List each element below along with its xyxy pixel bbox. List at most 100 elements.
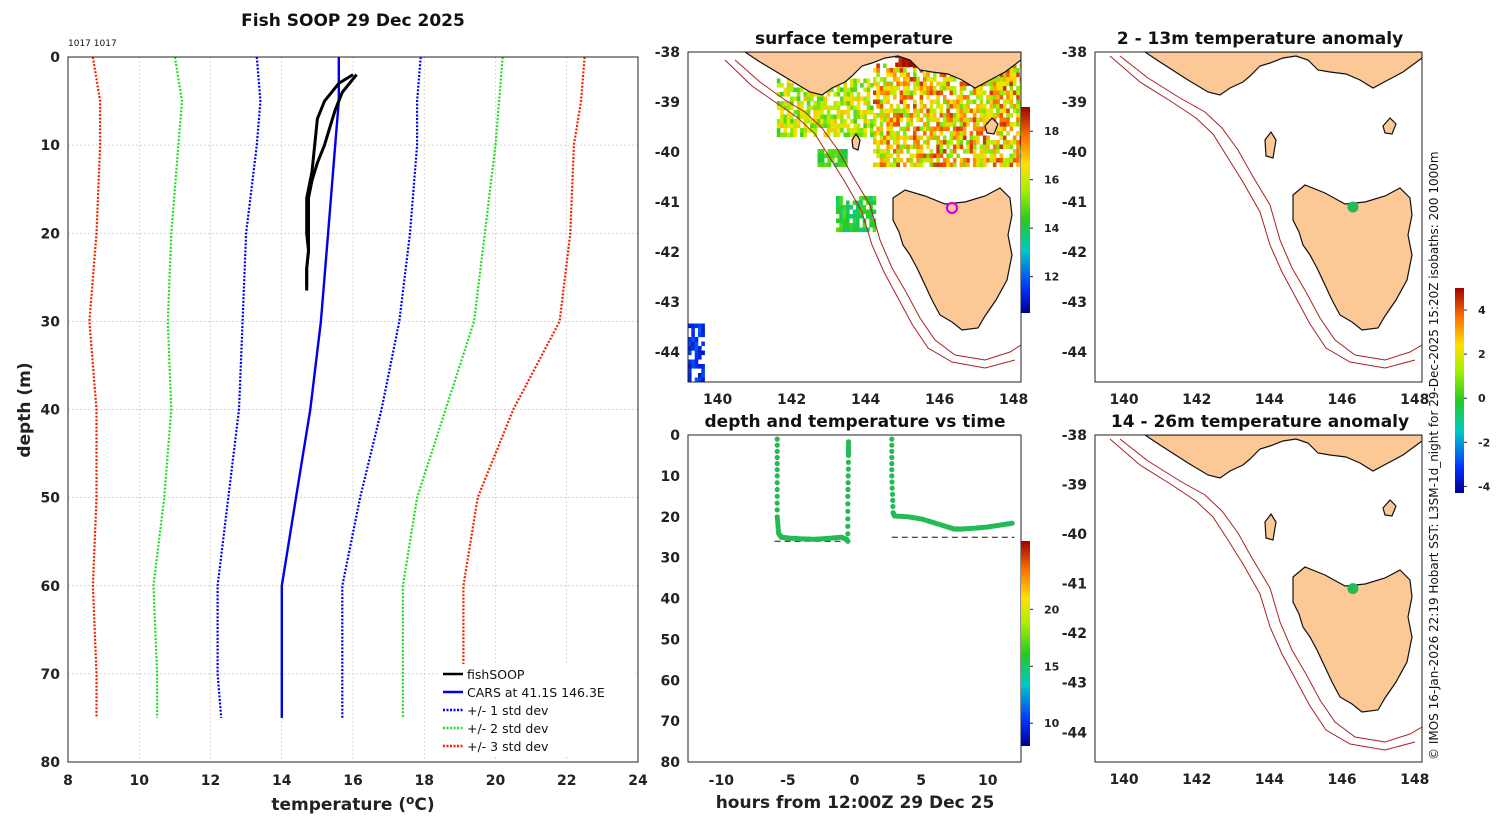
sst-pixel <box>916 113 920 118</box>
sst-pixel <box>866 214 870 219</box>
obs-point <box>889 448 895 454</box>
king-island <box>1264 130 1277 159</box>
sst-pixel <box>856 96 861 102</box>
sst-pixel <box>846 200 850 206</box>
sst-pixel <box>1006 108 1010 114</box>
sst-pixel <box>786 101 791 106</box>
sst-pixel <box>883 162 887 168</box>
sst-pixel <box>903 144 907 150</box>
sst-pixel <box>913 135 917 141</box>
sst-pixel <box>956 144 960 150</box>
sst-pixel <box>939 86 944 91</box>
sst-pixel <box>896 158 900 163</box>
sst-pixel <box>899 68 904 73</box>
sst-pixel <box>866 105 871 111</box>
anomaly-map-1-title: 2 - 13m temperature anomaly <box>1117 29 1403 49</box>
sst-pixel <box>916 149 920 154</box>
sst-pixel <box>972 140 977 145</box>
sst-pixel <box>1019 113 1021 118</box>
sst-pixel <box>889 90 894 96</box>
sst-pixel <box>820 105 824 111</box>
sst-pixel <box>1016 162 1020 168</box>
sst-pixel <box>1019 153 1021 159</box>
isobath-200m <box>1119 438 1422 743</box>
sst-pixel <box>1002 135 1007 141</box>
sst-pixel <box>843 119 847 124</box>
sst-pixel <box>899 126 904 132</box>
sst-pixel <box>1012 72 1017 78</box>
sst-pixel <box>982 153 987 159</box>
sst-pixel <box>959 81 964 87</box>
sst-pixel <box>1012 149 1017 154</box>
sst-pixel <box>1006 122 1010 127</box>
sst-pixel <box>870 105 874 111</box>
sst-pixel <box>986 108 990 114</box>
sst-pixel <box>926 77 930 82</box>
sst-pixel <box>830 128 834 133</box>
sst-map-panel: surface temperature -38 -39 -40 -41 -42 -43 -4… <box>655 29 1060 408</box>
std2-upper-line <box>401 56 504 718</box>
sst-pixel <box>942 122 947 127</box>
profile-grid <box>67 56 639 763</box>
sst-pixel <box>913 108 917 114</box>
sst-pixel <box>1009 122 1014 127</box>
sst-pixel <box>786 110 791 115</box>
anomaly-map-2-ticks: -38 -39 -40 -41 -42 -43 -44 140 142 144 146 148 <box>1062 428 1430 788</box>
sst-pixel <box>840 123 844 129</box>
sst-pixel <box>896 144 900 150</box>
sst-pixel <box>919 162 924 168</box>
sst-pixel <box>979 95 984 100</box>
sst-pixel <box>1006 140 1010 145</box>
sst-pixel <box>929 149 934 154</box>
sst-pixel <box>903 90 907 96</box>
lat-tick-label: -41 <box>1062 577 1087 593</box>
sst-pixel <box>982 144 987 150</box>
sst-pixel <box>873 135 877 141</box>
sst-pixel <box>780 119 784 124</box>
sst-pixel <box>959 144 964 150</box>
sst-pixel <box>840 153 845 159</box>
sst-pixel <box>803 123 807 129</box>
sst-pixel <box>942 149 947 154</box>
sst-pixel <box>1006 131 1010 136</box>
sst-pixel <box>830 114 834 120</box>
sst-pixel <box>803 132 807 138</box>
sst-pixel <box>840 119 844 124</box>
sst-pixel <box>932 90 937 96</box>
sst-pixel <box>688 346 692 351</box>
sst-pixel <box>903 95 907 100</box>
sst-pixel <box>1002 126 1007 132</box>
sst-pixel <box>982 158 987 163</box>
sst-pixel <box>979 162 984 168</box>
sst-pixel <box>952 117 957 123</box>
sst-pixel <box>903 72 907 78</box>
sst-pixel <box>876 95 880 100</box>
sst-pixel <box>949 77 954 82</box>
sst-pixel <box>698 323 702 329</box>
tasmania <box>1292 184 1413 331</box>
sst-pixel <box>806 119 811 124</box>
sst-pixel <box>806 110 811 115</box>
profile-ylabel: depth (m) <box>15 362 35 457</box>
sst-pixel <box>942 113 947 118</box>
sst-pixel <box>786 83 791 88</box>
sst-pixel <box>959 135 964 141</box>
sst-pixel <box>830 149 835 154</box>
sst-pixel <box>962 122 967 127</box>
sst-pixel <box>959 113 964 118</box>
sst-pixel <box>886 162 890 168</box>
sst-pixel <box>962 158 967 163</box>
sst-pixel <box>909 144 914 150</box>
sst-pixel <box>862 223 867 228</box>
sst-pixel <box>962 113 967 118</box>
sst-pixel <box>913 99 917 105</box>
sst-pixel <box>956 131 960 136</box>
sst-pixel <box>932 99 937 105</box>
sst-pixel <box>836 110 841 115</box>
sst-pixel <box>899 144 904 150</box>
obs-point <box>845 473 851 479</box>
sst-pixel <box>952 113 957 118</box>
sst-pixel <box>701 332 705 338</box>
sst-pixel <box>932 113 937 118</box>
sst-pixel <box>856 132 861 138</box>
